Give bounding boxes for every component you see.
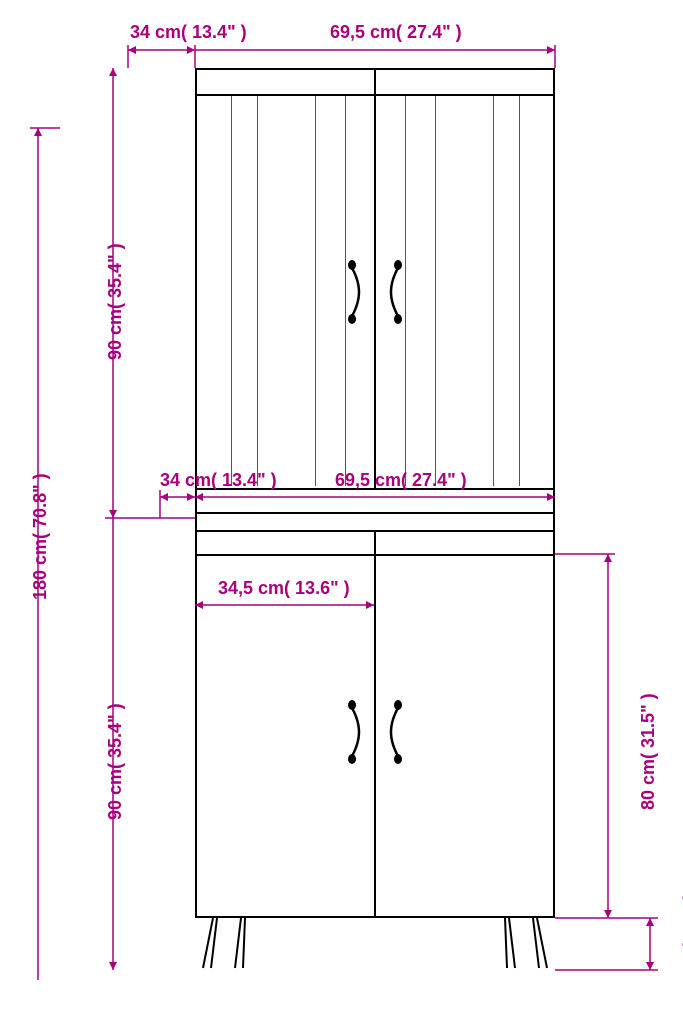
- right-dim: [0, 0, 683, 1020]
- cabinet-dimension-diagram: 34 cm( 13.4" ) 69,5 cm( 27.4" ) 180 cm( …: [0, 0, 683, 1020]
- right-door-label: 80 cm( 31.5" ): [638, 693, 659, 810]
